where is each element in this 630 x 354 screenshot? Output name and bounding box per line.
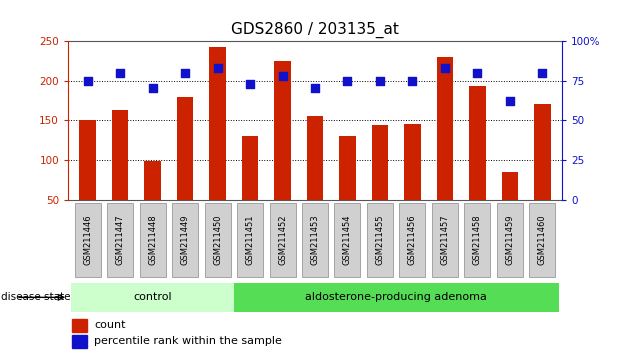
FancyBboxPatch shape <box>172 202 198 277</box>
FancyBboxPatch shape <box>399 202 425 277</box>
Bar <box>177 97 193 240</box>
Point <box>277 73 287 79</box>
Text: GSM211454: GSM211454 <box>343 215 352 265</box>
Point <box>180 70 190 75</box>
Text: GSM211459: GSM211459 <box>505 215 515 265</box>
Bar <box>112 110 128 240</box>
Text: GSM211450: GSM211450 <box>213 215 222 265</box>
Bar <box>469 86 486 240</box>
Point <box>408 78 418 83</box>
Text: disease state: disease state <box>1 292 71 302</box>
Text: GSM211456: GSM211456 <box>408 215 417 265</box>
Text: GSM211446: GSM211446 <box>83 215 92 265</box>
Bar <box>437 57 453 240</box>
FancyBboxPatch shape <box>497 202 523 277</box>
Text: GSM211448: GSM211448 <box>148 215 157 265</box>
Bar <box>534 104 551 240</box>
Text: GSM211452: GSM211452 <box>278 215 287 265</box>
Text: control: control <box>133 292 172 302</box>
FancyBboxPatch shape <box>234 283 559 312</box>
Point <box>505 98 515 104</box>
FancyBboxPatch shape <box>139 202 166 277</box>
FancyBboxPatch shape <box>270 202 295 277</box>
Text: GSM211453: GSM211453 <box>311 215 319 265</box>
FancyBboxPatch shape <box>302 202 328 277</box>
Bar <box>502 172 518 240</box>
FancyBboxPatch shape <box>237 202 263 277</box>
Point <box>245 81 255 87</box>
FancyBboxPatch shape <box>367 202 393 277</box>
FancyBboxPatch shape <box>71 283 234 312</box>
Point <box>440 65 450 70</box>
Text: percentile rank within the sample: percentile rank within the sample <box>94 336 282 347</box>
Point <box>83 78 93 83</box>
FancyBboxPatch shape <box>74 202 101 277</box>
Text: GSM211460: GSM211460 <box>538 215 547 265</box>
Bar <box>72 335 87 348</box>
FancyBboxPatch shape <box>464 202 491 277</box>
Point <box>343 78 353 83</box>
Text: GSM211457: GSM211457 <box>440 215 449 265</box>
Bar <box>72 319 87 332</box>
FancyBboxPatch shape <box>205 202 231 277</box>
Bar <box>372 125 388 240</box>
Bar <box>209 47 226 240</box>
FancyBboxPatch shape <box>335 202 360 277</box>
Bar <box>404 124 421 240</box>
Text: aldosterone-producing adenoma: aldosterone-producing adenoma <box>306 292 487 302</box>
Point <box>212 65 222 70</box>
Bar <box>340 136 355 240</box>
Point <box>147 86 158 91</box>
Text: GSM211451: GSM211451 <box>246 215 255 265</box>
Point <box>115 70 125 75</box>
FancyBboxPatch shape <box>107 202 133 277</box>
Text: GSM211449: GSM211449 <box>181 215 190 265</box>
Point <box>310 86 320 91</box>
Point <box>375 78 385 83</box>
FancyBboxPatch shape <box>529 202 556 277</box>
Bar <box>144 161 161 240</box>
Text: GSM211447: GSM211447 <box>115 215 125 265</box>
Point <box>472 70 483 75</box>
Bar <box>307 116 323 240</box>
FancyBboxPatch shape <box>432 202 458 277</box>
Bar <box>275 61 290 240</box>
Bar <box>242 136 258 240</box>
Point <box>537 70 547 75</box>
Text: GSM211455: GSM211455 <box>375 215 384 265</box>
Text: GSM211458: GSM211458 <box>473 215 482 265</box>
Title: GDS2860 / 203135_at: GDS2860 / 203135_at <box>231 22 399 38</box>
Text: count: count <box>94 320 125 331</box>
Bar <box>79 120 96 240</box>
